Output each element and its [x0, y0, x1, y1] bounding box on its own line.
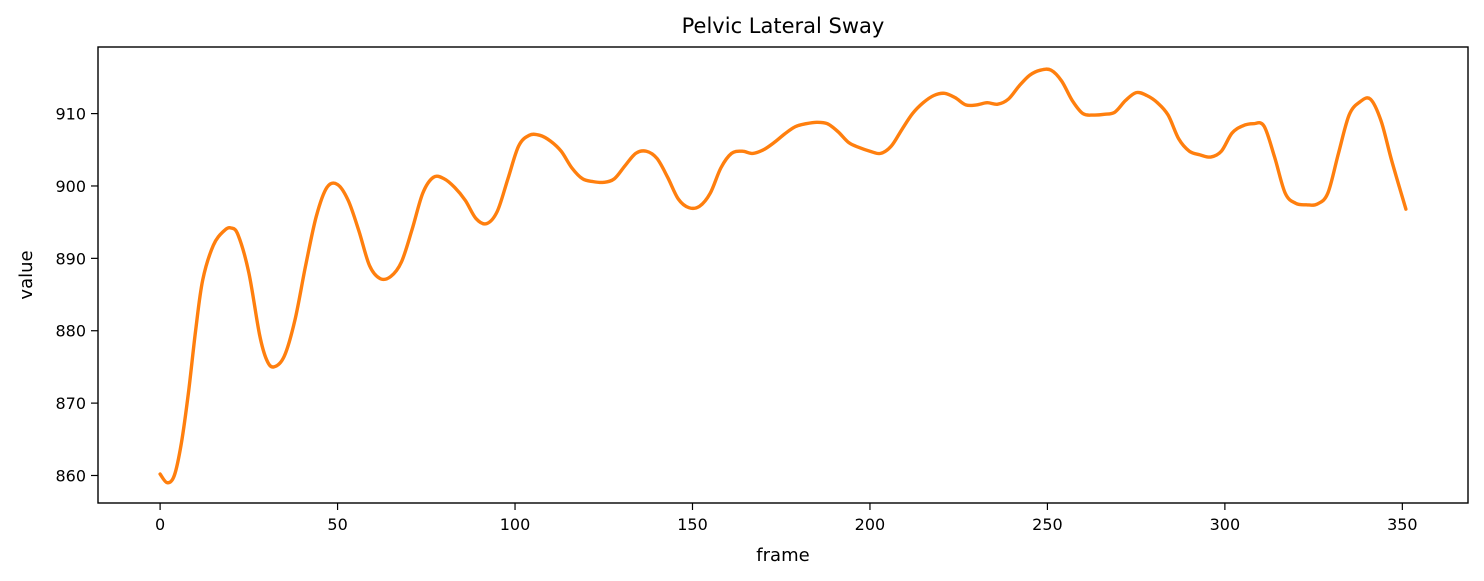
x-tick-label: 350	[1387, 515, 1418, 534]
y-tick-label: 910	[55, 105, 86, 124]
x-tick-label: 0	[155, 515, 165, 534]
x-tick-label: 100	[500, 515, 531, 534]
y-tick-label: 890	[55, 249, 86, 268]
x-axis: 0 50 100 150 200 250 300 350	[155, 503, 1418, 534]
y-tick-label: 860	[55, 466, 86, 485]
series-line	[158, 67, 1408, 485]
y-tick-label: 880	[55, 322, 86, 341]
x-tick-label: 250	[1032, 515, 1063, 534]
x-tick-label: 50	[327, 515, 347, 534]
x-tick-label: 200	[855, 515, 886, 534]
x-tick-label: 300	[1210, 515, 1241, 534]
chart-title: Pelvic Lateral Sway	[682, 14, 885, 38]
x-tick-label: 150	[677, 515, 708, 534]
y-axis: 860 870 880 890 900 910	[55, 105, 98, 485]
y-axis-label: value	[16, 250, 37, 299]
y-tick-label: 870	[55, 394, 86, 413]
x-axis-label: frame	[756, 545, 809, 566]
plot-area-frame	[97, 46, 1469, 504]
y-tick-label: 900	[55, 177, 86, 196]
